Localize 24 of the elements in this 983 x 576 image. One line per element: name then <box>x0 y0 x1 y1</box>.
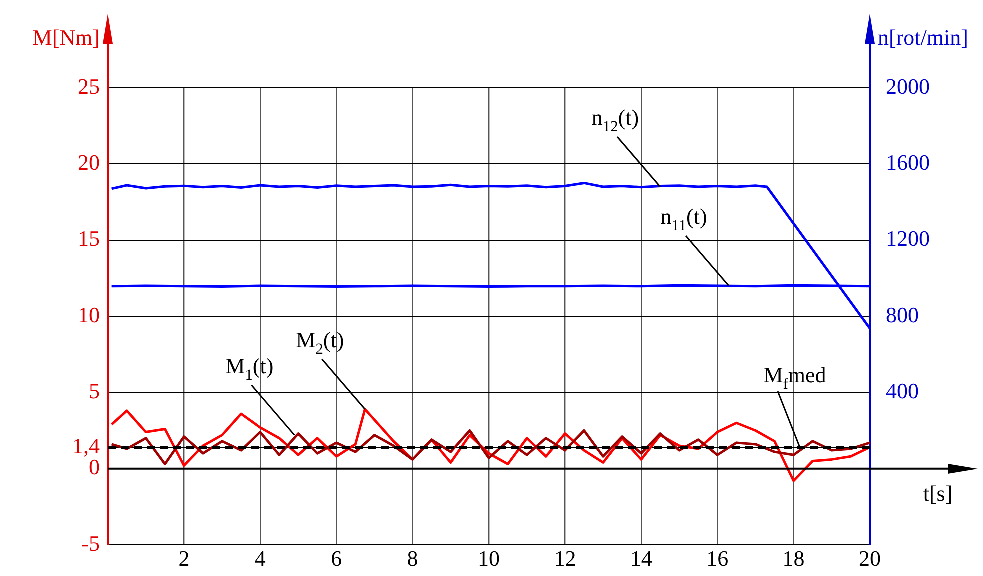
y-tick-label: 15 <box>78 226 100 252</box>
x-tick-label: 18 <box>782 546 805 571</box>
x-tick-label: 4 <box>254 546 266 571</box>
y-tick-label: 25 <box>78 74 100 99</box>
x-tick-label: 6 <box>331 546 342 571</box>
y-axis-title: M[Nm] <box>32 25 100 50</box>
y2-tick-label: 800 <box>886 302 919 328</box>
x-tick-label: 2 <box>178 546 190 571</box>
y2-axis-title: n[rot/min] <box>878 25 968 50</box>
x-tick-label: 10 <box>478 546 500 571</box>
x-tick-label: 12 <box>554 546 576 571</box>
x-axis-title: t[s] <box>923 480 953 506</box>
y2-tick-label: 1600 <box>886 150 930 175</box>
x-tick-label: 16 <box>706 546 729 571</box>
x-tick-label: 20 <box>859 546 881 571</box>
y2-tick-label: 2000 <box>886 74 930 99</box>
y-tick-label: 5 <box>89 378 100 404</box>
y-tick-label: -5 <box>82 530 100 556</box>
x-tick-label: 8 <box>407 546 418 571</box>
x-tick-label: 14 <box>630 546 652 571</box>
y2-tick-label: 1200 <box>886 226 930 252</box>
y2-tick-label: 400 <box>886 378 919 404</box>
y-tick-label: 10 <box>78 302 100 328</box>
y-tick-label: 20 <box>78 150 100 175</box>
